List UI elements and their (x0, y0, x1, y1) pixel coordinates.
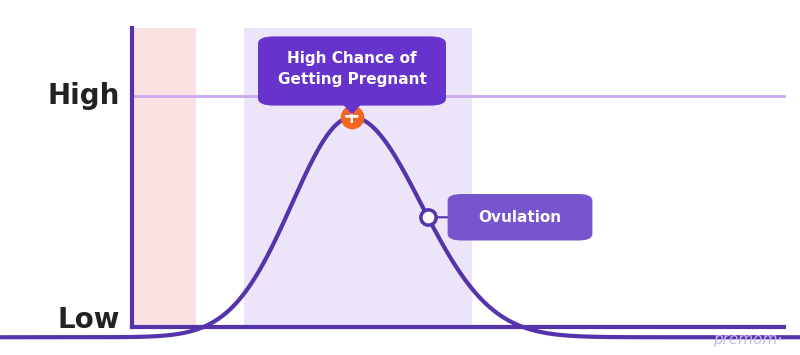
Text: premom·: premom· (713, 332, 782, 347)
FancyBboxPatch shape (448, 194, 592, 240)
Text: Low: Low (58, 306, 120, 333)
FancyBboxPatch shape (258, 36, 446, 105)
Polygon shape (244, 28, 472, 327)
Text: Ovulation: Ovulation (478, 210, 562, 225)
Polygon shape (338, 98, 366, 114)
Polygon shape (132, 28, 196, 327)
Text: +: + (343, 107, 361, 127)
Text: High: High (48, 82, 120, 110)
Text: High Chance of
Getting Pregnant: High Chance of Getting Pregnant (278, 51, 426, 87)
